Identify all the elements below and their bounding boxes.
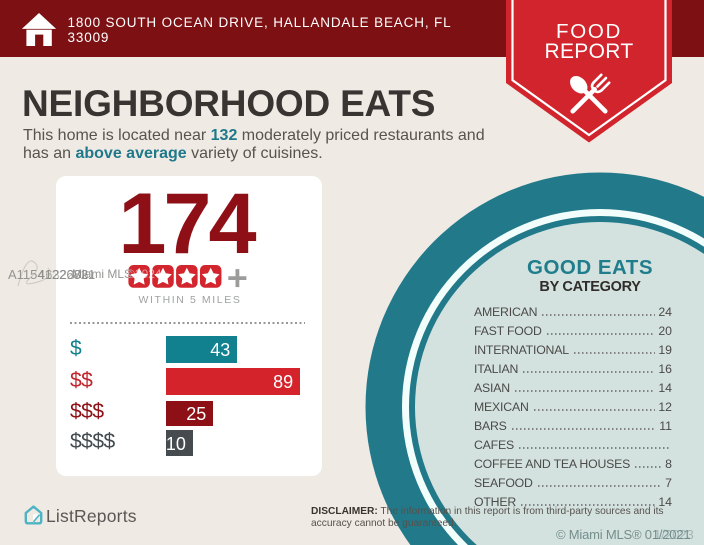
- svg-text:REPORT: REPORT: [545, 40, 634, 63]
- svg-text:FOOD: FOOD: [556, 20, 622, 43]
